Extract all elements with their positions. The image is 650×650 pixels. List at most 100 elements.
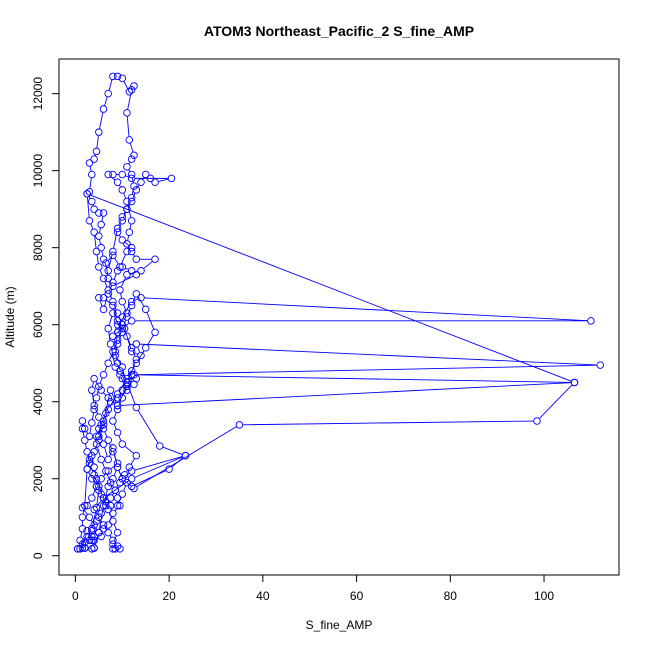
data-point xyxy=(118,216,127,225)
data-point xyxy=(123,382,131,391)
series-line-segment xyxy=(85,443,87,449)
data-point xyxy=(99,521,108,529)
data-point xyxy=(116,501,124,510)
data-point xyxy=(95,482,103,491)
data-point xyxy=(113,72,122,81)
data-point xyxy=(151,255,159,263)
data-point xyxy=(120,471,129,479)
series-line-segment xyxy=(109,281,112,284)
data-point xyxy=(123,332,131,341)
series-line-segment xyxy=(104,96,108,106)
data-point xyxy=(95,413,103,421)
data-point xyxy=(92,474,101,483)
x-tick-label: 100 xyxy=(534,589,554,603)
series-line-segment xyxy=(104,431,108,438)
data-point xyxy=(127,247,136,256)
series-line-segment xyxy=(539,384,573,419)
series-line-segment xyxy=(96,500,102,508)
data-point xyxy=(130,182,138,190)
data-point xyxy=(127,267,136,275)
data-point xyxy=(95,432,103,441)
series-line-segment xyxy=(118,470,122,476)
series-line-segment xyxy=(109,535,112,538)
series-line-segment xyxy=(95,381,100,388)
data-point xyxy=(104,436,112,444)
data-point xyxy=(90,155,98,163)
data-point xyxy=(130,380,138,389)
data-point xyxy=(127,197,136,206)
data-point xyxy=(118,440,127,448)
series-line-segment xyxy=(104,412,108,422)
data-point xyxy=(83,448,91,456)
series-line-segment xyxy=(99,300,103,307)
data-point xyxy=(120,324,129,333)
data-point xyxy=(127,467,136,475)
data-point xyxy=(85,216,94,225)
series-line-segment xyxy=(119,184,121,188)
series-line-segment xyxy=(116,485,119,488)
series-line-segment xyxy=(119,235,121,238)
data-point xyxy=(130,371,138,379)
data-point xyxy=(90,374,98,383)
series-line-segment xyxy=(121,477,124,480)
x-axis-label: S_fine_AMP xyxy=(306,618,373,632)
y-tick-label: 6000 xyxy=(31,311,45,338)
data-point xyxy=(90,405,98,414)
data-point xyxy=(127,155,136,163)
data-point xyxy=(102,259,110,267)
data-point xyxy=(109,247,117,256)
data-point xyxy=(127,482,136,491)
series-line-segment xyxy=(134,298,138,301)
data-point xyxy=(104,505,112,514)
data-point xyxy=(130,151,138,160)
series-line-segment xyxy=(113,424,117,430)
data-point xyxy=(113,340,122,348)
data-point xyxy=(102,467,110,475)
data-point xyxy=(127,174,136,183)
series-line-segment xyxy=(123,304,127,311)
series-line-segment xyxy=(137,364,597,376)
data-point xyxy=(90,463,98,471)
data-point xyxy=(90,544,98,552)
plot-frame xyxy=(58,58,620,576)
data-point xyxy=(123,197,131,206)
series-line-segment xyxy=(104,447,108,457)
data-point xyxy=(99,305,108,314)
series-line-segment xyxy=(127,339,131,345)
data-point xyxy=(127,301,136,310)
data-point xyxy=(99,494,108,502)
series-line-segment xyxy=(116,369,119,373)
data-point xyxy=(85,188,94,196)
data-point xyxy=(123,378,131,387)
series-line-segment xyxy=(162,446,183,455)
series-line-segment xyxy=(131,177,134,183)
data-point xyxy=(109,347,117,356)
data-point xyxy=(113,317,122,325)
data-point xyxy=(90,471,98,479)
series-line-segment xyxy=(96,254,99,264)
series-line-segment xyxy=(89,166,92,172)
data-point xyxy=(83,526,91,535)
series-line-segment xyxy=(111,493,114,496)
x-tick-label: 80 xyxy=(444,589,458,603)
y-tick-label: 8000 xyxy=(31,234,45,261)
data-point xyxy=(132,290,141,298)
data-point xyxy=(113,459,122,468)
data-point xyxy=(104,359,112,367)
data-point xyxy=(102,498,110,506)
data-point xyxy=(85,432,94,441)
data-point xyxy=(99,274,108,283)
data-point xyxy=(141,170,150,179)
y-tick-label: 2000 xyxy=(31,465,45,492)
data-point xyxy=(88,197,96,206)
data-point xyxy=(88,536,96,545)
y-tick-label: 12000 xyxy=(31,77,45,111)
data-point xyxy=(104,267,112,275)
data-point xyxy=(78,513,87,521)
data-point xyxy=(109,332,117,341)
data-point xyxy=(109,444,117,452)
data-point xyxy=(81,436,89,444)
series-line-segment xyxy=(91,412,94,420)
series-line-segment xyxy=(134,456,183,478)
data-point xyxy=(113,463,122,471)
